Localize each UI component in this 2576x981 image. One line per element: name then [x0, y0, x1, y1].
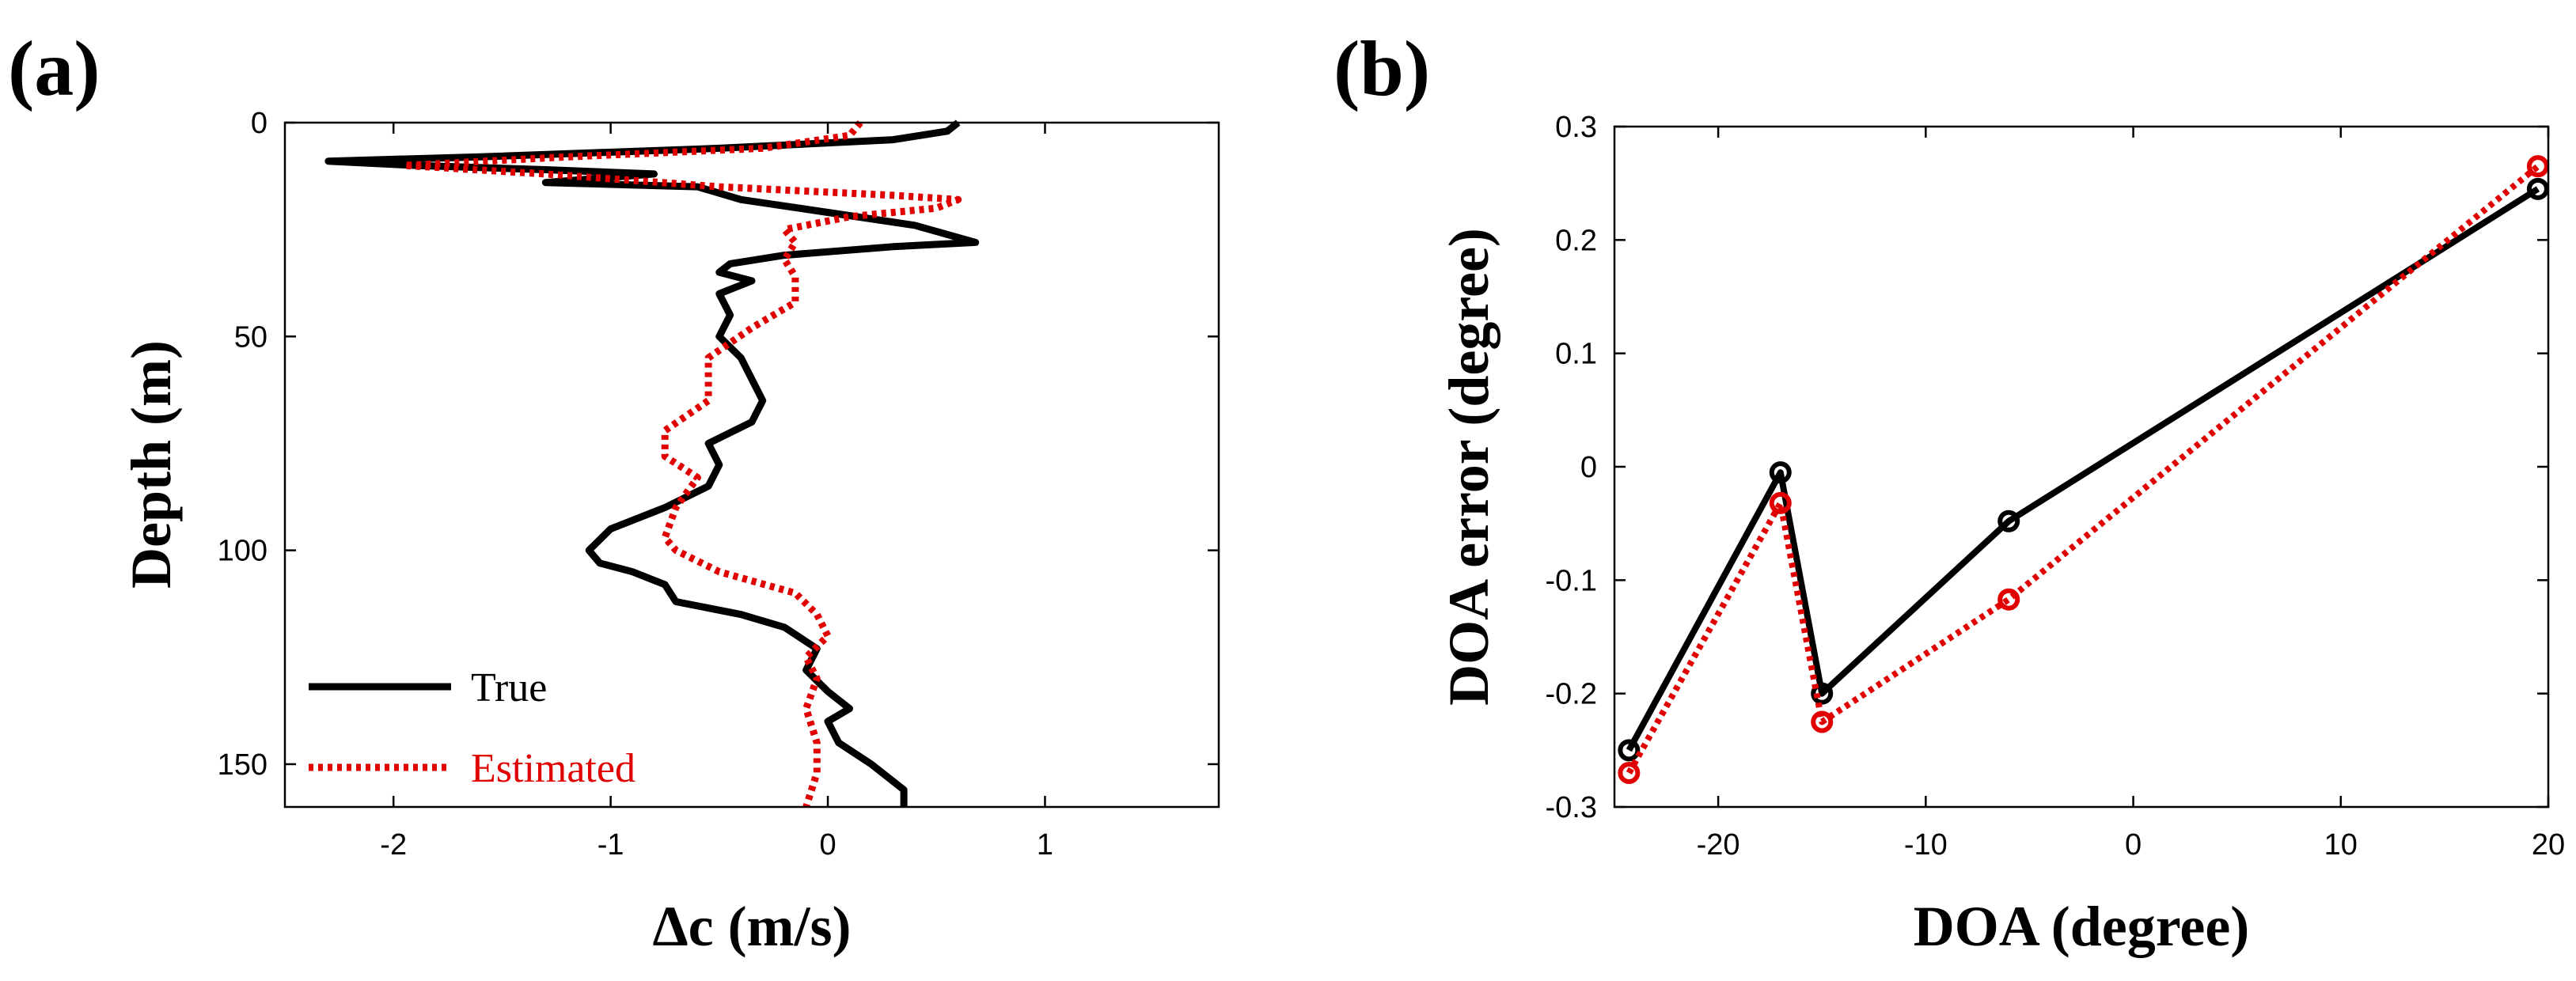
panel-b-y-tick-label-0: -0.3: [1546, 791, 1597, 824]
panel-b-label: (b): [1334, 25, 1430, 112]
panel-a-x-axis-title: Δc (m/s): [652, 895, 851, 958]
panel-b-x-tick-label-0: -20: [1697, 828, 1740, 862]
panel-b-x-tick-label-4: 20: [2532, 828, 2565, 862]
panel-b-series: [1618, 155, 2549, 784]
panel-a-series: [324, 119, 980, 809]
panel-b-series-estimated-marker-2: [1811, 710, 1834, 733]
panel-a-y-tick-label-1: 50: [234, 320, 267, 354]
panel-b-series-estimated-marker-1: [1769, 491, 1792, 514]
panel-b-series-true-marker-4: [2526, 177, 2549, 200]
panel-a-x-tick-label-3: 1: [1037, 828, 1053, 862]
panel-b-x-axis-title: DOA (degree): [1914, 895, 2250, 958]
panel-b-y-tick-label-5: 0.2: [1555, 224, 1597, 257]
panel-b-plot-frame: [1613, 125, 2550, 809]
panel-a-label: (a): [8, 25, 101, 112]
panel-b-series-estimated-line: [1626, 164, 2540, 775]
panel-b-y-tick-label-4: 0.1: [1555, 338, 1597, 371]
panel-a-y-tick-label-3: 150: [218, 748, 267, 782]
panel-b-x-tick-label-1: -10: [1904, 828, 1948, 862]
panel-b-series-true-marker-0: [1618, 739, 1641, 762]
panel-b-y-tick-label-1: -0.2: [1546, 678, 1597, 711]
panel-b: (b) -20 -10 0 10 20 -0.3 -0.2 -0.1 0 0.1 0.2 0.3 DO…: [1334, 25, 2565, 958]
panel-b-series-estimated-marker-4: [2526, 155, 2549, 178]
panel-b-y-axis-title: DOA error (degree): [1437, 228, 1500, 706]
panel-b-x-tick-label-2: 0: [2125, 828, 2142, 862]
panel-b-y-tick-label-3: 0: [1580, 451, 1597, 484]
panel-a-plot-frame: [283, 121, 1220, 809]
panel-a-y-axis-title: Depth (m): [120, 340, 183, 589]
panel-b-ticks: -20 -10 0 10 20 -0.3 -0.2 -0.1 0 0.1 0.2 0.3: [1546, 111, 2566, 862]
panel-b-y-tick-label-6: 0.3: [1555, 111, 1597, 144]
panel-b-series-true-marker-1: [1769, 461, 1792, 484]
panel-a-x-tick-label-1: -1: [598, 828, 624, 862]
legend-estimated-label: Estimated: [471, 746, 635, 791]
panel-b-series-estimated-marker-3: [1997, 588, 2020, 611]
panel-a-y-tick-label-0: 0: [251, 107, 267, 140]
panel-b-x-tick-label-3: 10: [2324, 828, 2358, 862]
panel-a-ticks: -2 -1 0 1 0 50 100 150: [218, 107, 1219, 862]
panel-b-series-true-marker-3: [1997, 509, 2020, 532]
legend-true-label: True: [471, 665, 547, 710]
panel-b-y-tick-label-2: -0.1: [1546, 564, 1597, 597]
panel-b-series-true-marker-2: [1811, 682, 1834, 705]
panel-a-x-tick-label-0: -2: [380, 828, 407, 862]
panel-a-legend: True Estimated: [309, 665, 635, 791]
panel-a-y-tick-label-2: 100: [218, 535, 267, 568]
panel-b-series-estimated-marker-0: [1618, 762, 1641, 784]
panel-a: (a) -2 -1 0 1 0 50 100 150 Δc (m/s) Depth (m) T…: [8, 25, 1220, 958]
panel-a-series-true-line: [324, 119, 980, 807]
panel-b-series-true-line: [1626, 186, 2540, 752]
panel-a-x-tick-label-2: 0: [819, 828, 836, 862]
panel-a-series-estimated-line: [400, 120, 962, 809]
